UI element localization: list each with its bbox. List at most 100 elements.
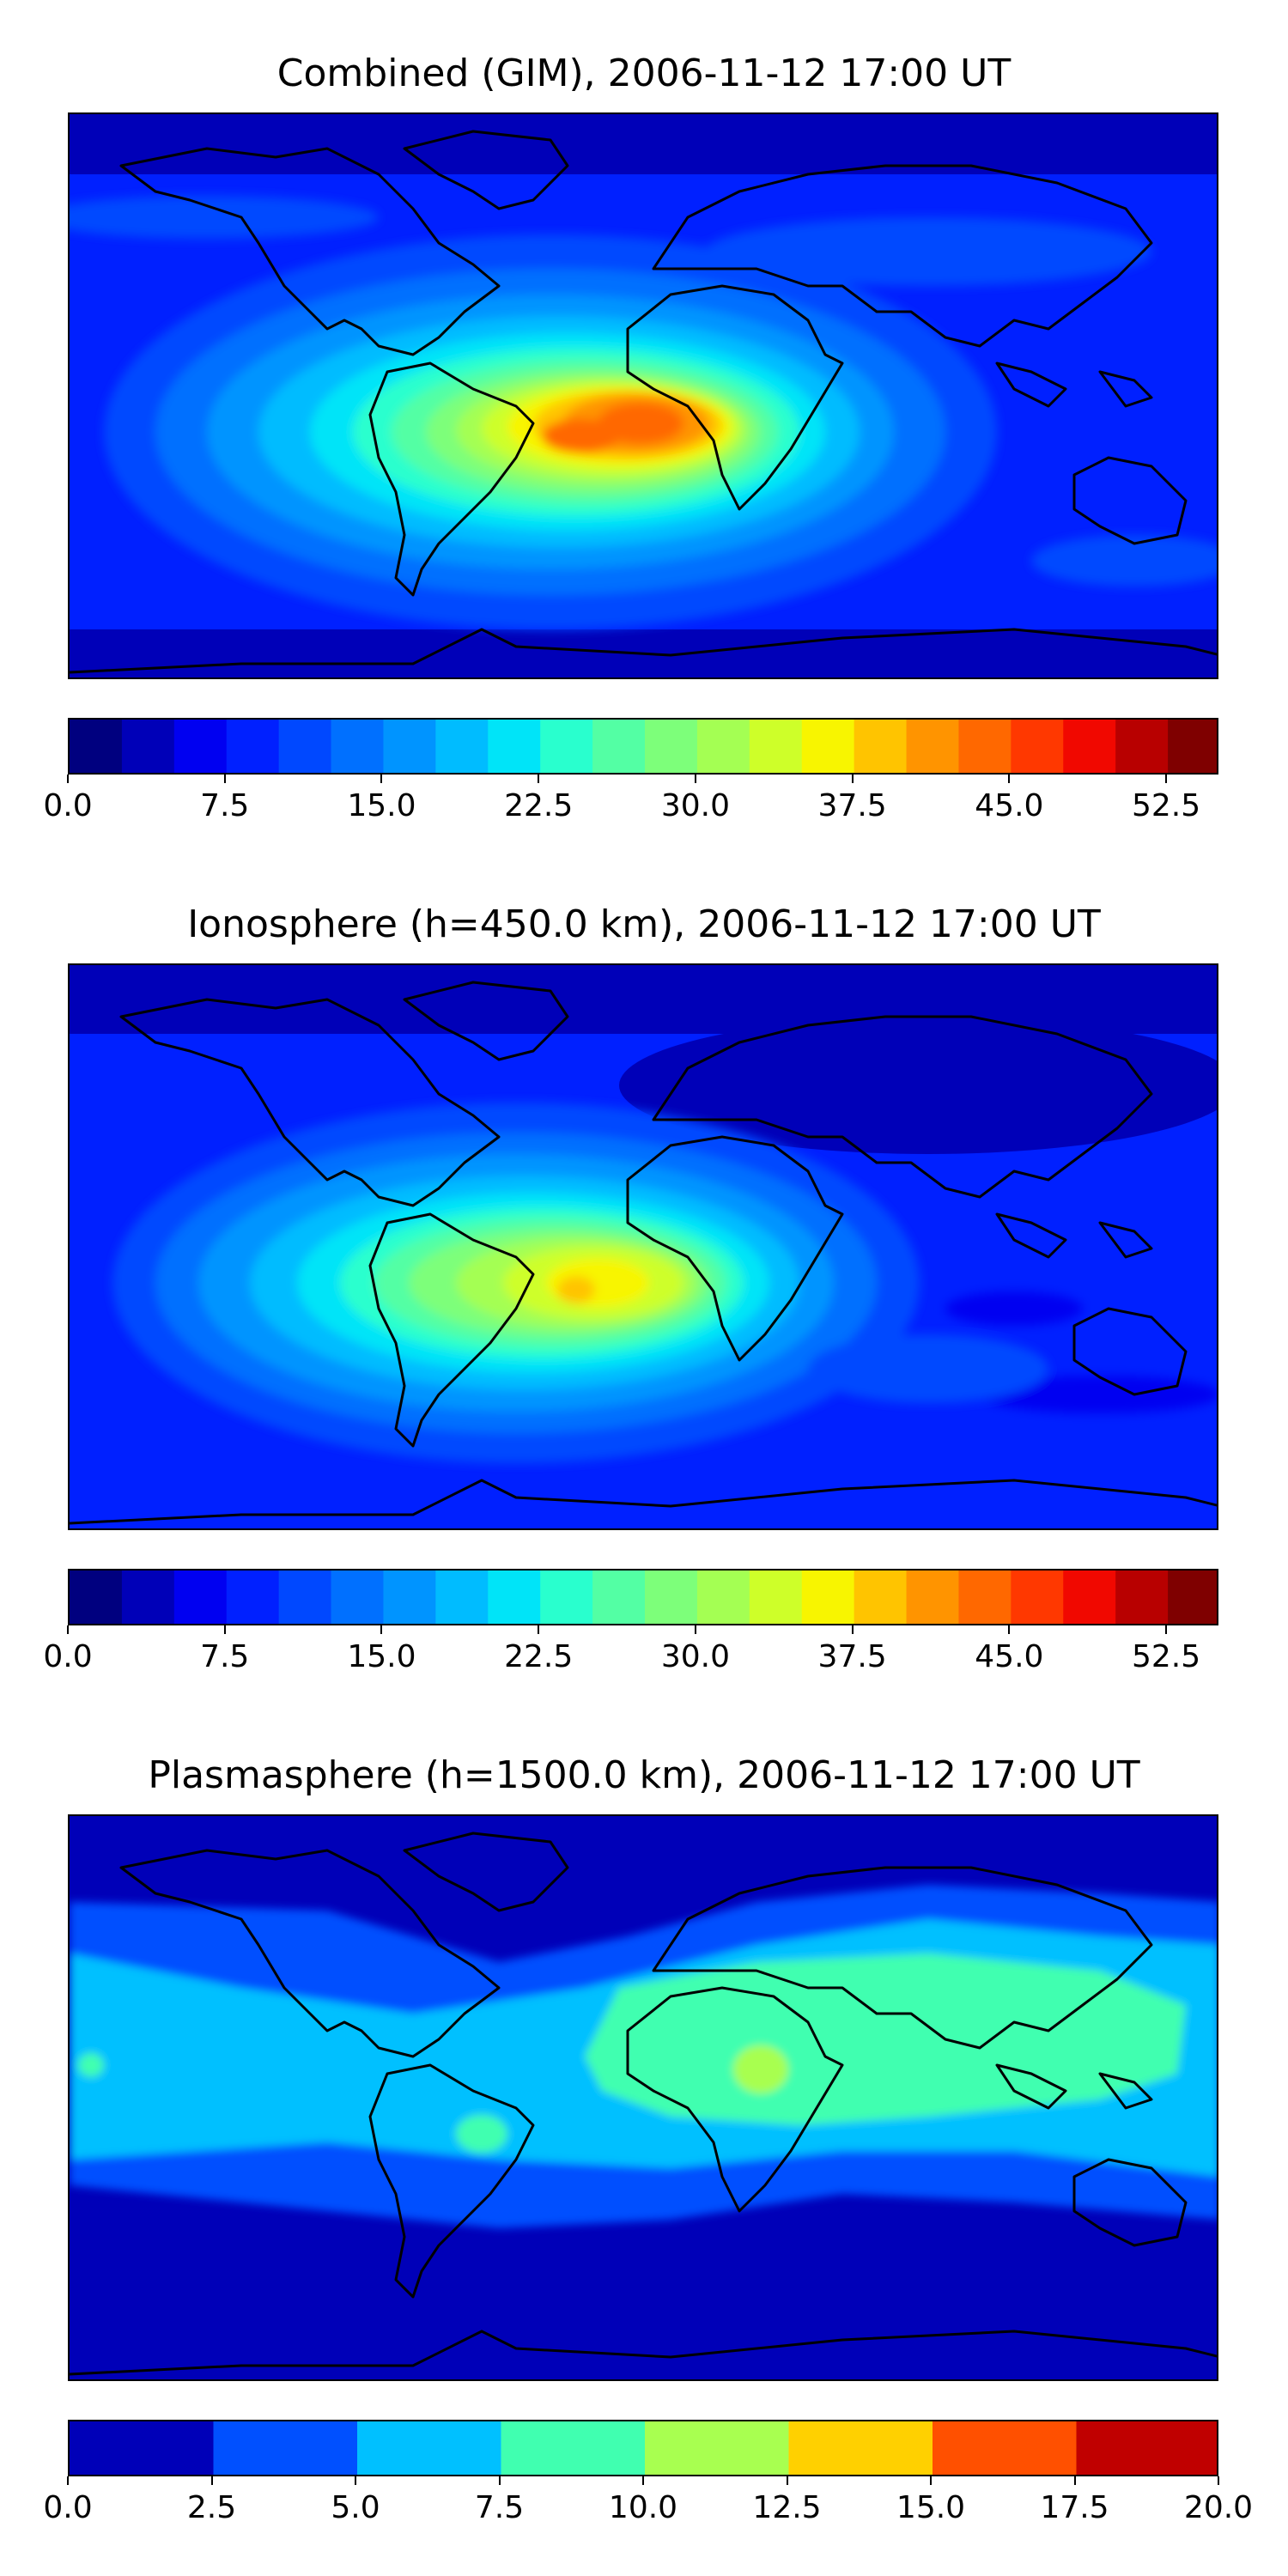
colorbar-segment	[488, 1571, 541, 1624]
colorbar-segment	[173, 1571, 228, 1624]
colorbar-segment	[645, 1571, 698, 1624]
colorbar-segment	[906, 720, 960, 773]
colorbar-segment	[1168, 1571, 1217, 1624]
colorbar-tick	[223, 775, 226, 783]
colorbar-tick	[851, 1625, 854, 1634]
colorbar-segment	[226, 720, 280, 773]
panel-3-colorbar-ticks: 0.0 2.5 5.0 7.5 10.0 12.5 15.0 17.5 20.0	[43, 2476, 1253, 2528]
panel-3-colorbar	[68, 2420, 1218, 2476]
colorbar-segment	[592, 720, 646, 773]
colorbar-tick-label: 15.0	[347, 788, 416, 823]
colorbar-segment	[121, 1571, 175, 1624]
colorbar-segment	[1011, 720, 1064, 773]
colorbar-segment	[854, 1571, 908, 1624]
colorbar-tick	[498, 2476, 501, 2485]
colorbar-tick	[223, 1625, 226, 1634]
colorbar-segment	[488, 720, 541, 773]
colorbar-tick	[538, 775, 540, 783]
colorbar-segment	[645, 2421, 790, 2475]
colorbar-tick-label: 0.0	[43, 788, 93, 823]
colorbar-segment	[501, 2421, 646, 2475]
panel-1-title: Combined (GIM), 2006-11-12 17:00 UT	[276, 52, 1012, 95]
colorbar-segment	[435, 1571, 489, 1624]
colorbar-segment	[592, 1571, 646, 1624]
colorbar-tick-label: 15.0	[896, 2490, 966, 2525]
colorbar-tick	[1165, 775, 1168, 783]
colorbar-tick	[538, 1625, 540, 1634]
colorbar-tick-label: 0.0	[43, 2490, 93, 2525]
colorbar-tick-label: 30.0	[660, 1639, 730, 1674]
colorbar-tick-label: 12.5	[752, 2490, 822, 2525]
colorbar-tick	[851, 775, 854, 783]
colorbar-segment	[383, 1571, 436, 1624]
colorbar-segment	[278, 720, 332, 773]
colorbar-segment	[958, 1571, 1012, 1624]
colorbar-tick-label: 22.5	[504, 1639, 574, 1674]
panel-3-title: Plasmasphere (h=1500.0 km), 2006-11-12 1…	[148, 1753, 1140, 1797]
colorbar-segment	[854, 720, 908, 773]
colorbar-tick	[1008, 775, 1011, 783]
colorbar-tick-label: 2.5	[186, 2490, 237, 2525]
colorbar-segment	[357, 2421, 502, 2475]
colorbar-segment	[958, 720, 1012, 773]
colorbar-tick	[67, 1625, 69, 1634]
colorbar-tick	[1073, 2476, 1076, 2485]
colorbar-tick-label: 5.0	[331, 2490, 380, 2525]
colorbar-tick	[355, 2476, 356, 2485]
colorbar-segment	[1076, 2421, 1217, 2475]
colorbar-tick	[694, 775, 696, 783]
colorbar-tick-label: 7.5	[474, 2490, 525, 2525]
colorbar-tick-label: 45.0	[975, 1639, 1044, 1674]
colorbar-segment	[1063, 720, 1116, 773]
colorbar-segment	[226, 1571, 280, 1624]
colorbar-tick	[210, 2476, 213, 2485]
colorbar-tick-label: 20.0	[1183, 2490, 1254, 2525]
colorbar-segment	[540, 1571, 593, 1624]
panel-2-map	[68, 963, 1218, 1530]
colorbar-segment	[1168, 720, 1217, 773]
colorbar-tick-label: 37.5	[817, 1639, 887, 1674]
colorbar-tick	[1165, 1625, 1168, 1634]
colorbar-tick-label: 45.0	[975, 788, 1044, 823]
colorbar-tick	[694, 1625, 696, 1634]
colorbar-segment	[788, 2421, 933, 2475]
colorbar-segment	[173, 720, 228, 773]
colorbar-tick	[1008, 1625, 1011, 1634]
colorbar-segment	[696, 1571, 750, 1624]
colorbar-segment	[435, 720, 489, 773]
panel-2-colorbar-ticks: 0.0 7.5 15.0 22.5 30.0 37.5 45.0 52.5	[43, 1625, 1218, 1677]
colorbar-tick	[380, 1625, 383, 1634]
panel-1-map	[68, 112, 1218, 679]
colorbar-tick	[786, 2476, 788, 2485]
colorbar-segment	[383, 720, 436, 773]
colorbar-tick	[67, 775, 69, 783]
colorbar-tick-label: 30.0	[660, 788, 730, 823]
colorbar-segment	[278, 1571, 332, 1624]
colorbar-tick-label: 15.0	[347, 1639, 416, 1674]
colorbar-tick-label: 7.5	[200, 1639, 250, 1674]
colorbar-segment	[906, 1571, 960, 1624]
panel-1-colorbar-ticks: 0.0 7.5 15.0 22.5 30.0 37.5 45.0 52.5	[43, 775, 1218, 826]
colorbar-segment	[1115, 1571, 1169, 1624]
colorbar-tick-label: 22.5	[504, 788, 574, 823]
colorbar-segment	[749, 1571, 803, 1624]
panel-2-colorbar	[68, 1569, 1218, 1625]
colorbar-segment	[121, 720, 175, 773]
colorbar-segment	[540, 720, 593, 773]
panel-3-map	[68, 1814, 1218, 2381]
panel-1-colorbar	[68, 718, 1218, 775]
colorbar-tick-label: 0.0	[43, 1639, 93, 1674]
colorbar-segment	[801, 720, 855, 773]
colorbar-segment	[1115, 720, 1169, 773]
colorbar-tick-label: 52.5	[1132, 788, 1201, 823]
colorbar-segment	[696, 720, 750, 773]
panel-2-title: Ionosphere (h=450.0 km), 2006-11-12 17:0…	[187, 902, 1101, 946]
colorbar-tick-label: 37.5	[817, 788, 887, 823]
colorbar-tick-label: 10.0	[608, 2490, 678, 2525]
colorbar-segment	[331, 720, 385, 773]
colorbar-segment	[70, 2421, 215, 2475]
colorbar-tick-label: 52.5	[1132, 1639, 1201, 1674]
colorbar-segment	[1063, 1571, 1116, 1624]
colorbar-tick-label: 17.5	[1040, 2490, 1109, 2525]
colorbar-tick	[930, 2476, 932, 2485]
